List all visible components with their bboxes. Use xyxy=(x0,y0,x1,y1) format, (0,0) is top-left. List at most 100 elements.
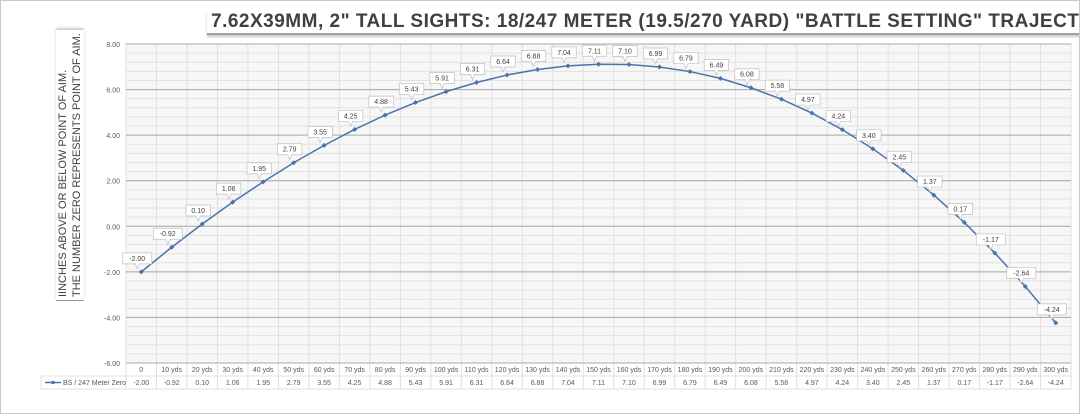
data-point xyxy=(260,179,266,185)
x-category-label: 70 yds xyxy=(344,367,365,374)
data-label-callout xyxy=(703,59,729,77)
table-value: 5.58 xyxy=(775,380,789,387)
data-point xyxy=(352,126,358,132)
table-value: 4.97 xyxy=(805,380,819,387)
data-label-callout xyxy=(764,79,790,98)
table-value: 5.91 xyxy=(439,380,453,387)
table-value: 1.06 xyxy=(226,380,240,387)
table-value: 6.88 xyxy=(531,380,545,387)
data-point xyxy=(169,244,175,250)
data-point xyxy=(748,85,754,91)
y-tick-label: -4.00 xyxy=(104,315,120,322)
data-label: 0.10 xyxy=(191,208,205,215)
x-category-label: 130 yds xyxy=(525,367,550,374)
plot-area xyxy=(125,43,1072,364)
data-label-callout xyxy=(122,252,153,270)
data-point xyxy=(413,100,419,106)
x-category-label: 290 yds xyxy=(1013,367,1038,374)
data-point xyxy=(596,61,601,67)
x-category-label: 80 yds xyxy=(375,367,396,374)
table-value: 0.17 xyxy=(957,380,971,387)
data-label: 6.88 xyxy=(527,54,541,61)
table-value: 3.40 xyxy=(866,380,880,387)
data-label: 6.79 xyxy=(679,56,693,63)
data-point xyxy=(656,64,662,70)
y-tick-label: 8.00 xyxy=(106,42,120,49)
data-point xyxy=(778,96,784,102)
x-category-label: 240 yds xyxy=(861,367,886,374)
data-label: 4.25 xyxy=(344,113,358,120)
data-label: 6.31 xyxy=(466,67,480,74)
x-category-label: 150 yds xyxy=(586,367,611,374)
data-label: 6.08 xyxy=(740,72,754,79)
table-value: 3.55 xyxy=(317,380,331,387)
y-tick-label: 4.00 xyxy=(106,133,120,140)
data-label-callout xyxy=(277,143,303,161)
data-label-callout xyxy=(886,151,912,169)
data-label-callout xyxy=(338,110,364,128)
data-point xyxy=(839,127,845,133)
table-value: -2.00 xyxy=(133,380,149,387)
data-label: 2.79 xyxy=(283,147,297,154)
y-tick-label: -2.00 xyxy=(104,270,120,277)
x-category-label: 140 yds xyxy=(556,367,581,374)
data-label: -0.92 xyxy=(160,231,176,238)
data-label: 4.24 xyxy=(832,114,846,121)
data-label-callout xyxy=(551,46,577,64)
data-label-callout xyxy=(216,182,242,201)
table-value: 6.99 xyxy=(653,380,667,387)
data-label: -1.17 xyxy=(983,237,999,244)
x-category-label: 190 yds xyxy=(708,367,733,374)
data-point xyxy=(992,250,998,256)
x-category-label: 260 yds xyxy=(922,367,947,374)
data-point xyxy=(474,80,480,86)
y-tick-label: 6.00 xyxy=(106,88,120,95)
data-label: 4.97 xyxy=(801,97,815,104)
data-point xyxy=(900,167,906,173)
data-label: -4.24 xyxy=(1044,307,1060,314)
data-label: 1.37 xyxy=(923,179,937,186)
data-label-callout xyxy=(795,93,821,111)
legend-series-name: BS / 247 Meter Zero xyxy=(63,380,126,387)
data-label: 0.17 xyxy=(953,206,967,213)
x-category-label: 210 yds xyxy=(769,367,794,374)
x-category-label: 0 xyxy=(139,367,143,374)
chart-title: 7.62X39MM, 2" TALL SIGHTS: 18/247 METER … xyxy=(207,11,1079,35)
data-label-callout xyxy=(307,126,333,144)
data-label-callout xyxy=(246,162,272,180)
data-point xyxy=(504,72,510,78)
data-point xyxy=(1022,283,1028,289)
table-value: 7.04 xyxy=(561,380,575,387)
x-category-label: 100 yds xyxy=(434,367,459,374)
data-point xyxy=(870,146,876,152)
x-category-label: 250 yds xyxy=(891,367,916,374)
data-label-callout xyxy=(734,68,760,86)
data-label-callout xyxy=(152,227,183,246)
data-label: 7.11 xyxy=(588,48,601,55)
x-category-label: 60 yds xyxy=(314,367,335,374)
legend-marker xyxy=(51,380,55,385)
table-value: 6.08 xyxy=(744,380,758,387)
data-label-callout xyxy=(399,83,425,101)
data-point xyxy=(809,110,815,116)
data-label: -2.64 xyxy=(1013,270,1029,277)
x-category-label: 230 yds xyxy=(830,367,855,374)
data-label: 5.43 xyxy=(405,87,419,94)
data-point xyxy=(443,89,449,95)
data-label-callout xyxy=(429,72,455,90)
table-value: 6.49 xyxy=(714,380,728,387)
table-value: 1.37 xyxy=(927,380,941,387)
data-label: 5.58 xyxy=(771,83,785,90)
table-value: -1.17 xyxy=(987,380,1003,387)
data-label-callout xyxy=(185,204,211,222)
data-label-callout xyxy=(642,47,669,65)
data-label-callout xyxy=(673,52,699,70)
table-value: 2.45 xyxy=(897,380,911,387)
table-value: 4.25 xyxy=(348,380,362,387)
data-label: 7.10 xyxy=(618,49,632,56)
data-label: 2.45 xyxy=(893,154,907,161)
data-label: 7.04 xyxy=(557,50,571,57)
data-label: 3.55 xyxy=(313,129,327,136)
